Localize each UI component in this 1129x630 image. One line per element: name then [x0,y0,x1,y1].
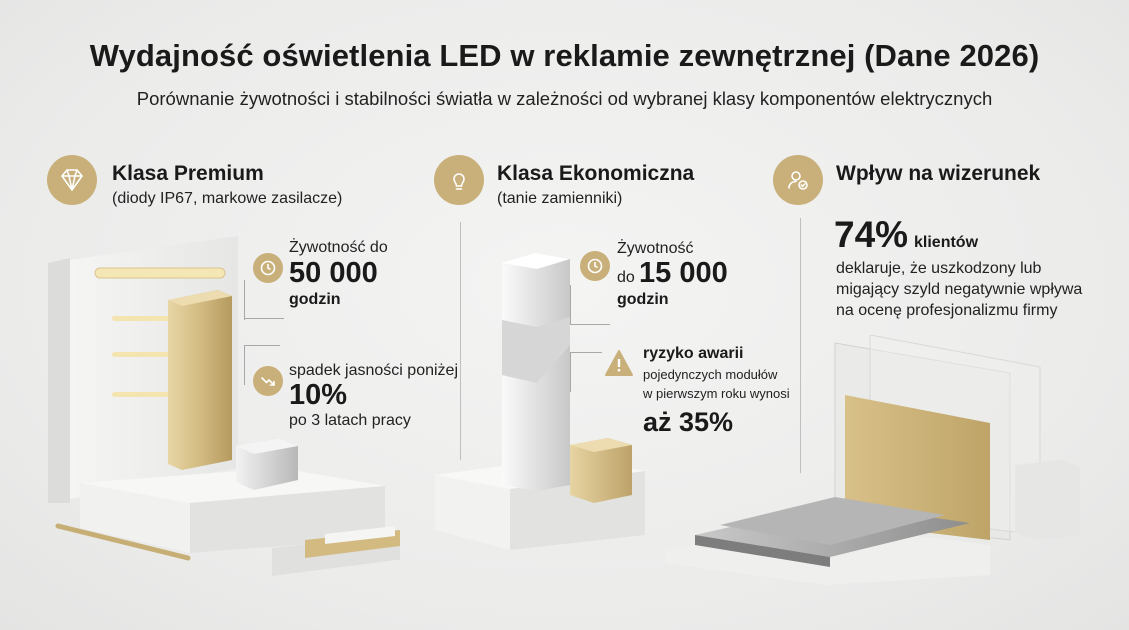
trend-down-icon [253,366,283,396]
clock-icon [580,251,610,281]
user-check-icon [773,155,823,205]
economy-heading: Klasa Ekonomiczna [497,162,695,185]
economy-risk-line1: pojedynczych modułów [643,367,778,382]
economy-risk-label: ryzyko awarii [643,345,744,362]
economy-subheading: (tanie zamienniki) [497,190,623,207]
lightbulb-icon [434,155,484,205]
diamond-icon [47,155,97,205]
image-description: deklaruje, że uszkodzony lub migający sz… [836,258,1082,321]
image-description-line: deklaruje, że uszkodzony lub [836,260,1042,277]
premium-heading: Klasa Premium [112,162,264,185]
image-illustration [665,335,1080,585]
page-subtitle: Porównanie żywotności i stabilności świa… [136,88,993,109]
premium-lifetime-unit: godzin [289,291,341,308]
premium-brightness-note: po 3 latach pracy [289,412,411,429]
column-divider [460,222,461,460]
economy-lifetime-label: Żywotność [617,240,694,257]
premium-subheading: (diody IP67, markowe zasilacze) [112,190,343,207]
warning-icon [604,349,634,382]
economy-illustration [435,253,645,550]
image-percent-label: klientów [914,234,979,251]
premium-illustration [48,236,400,576]
image-description-line: migający szyld negatywnie wpływa [836,281,1083,298]
economy-lifetime-prefix: do [617,269,635,286]
premium-brightness-label: spadek jasności poniżej [289,362,458,379]
clock-icon [253,253,283,283]
image-description-line: na ocenę profesjonalizmu firmy [836,302,1058,319]
column-divider [800,218,801,473]
premium-lifetime-value: 50 000 [289,257,378,289]
economy-lifetime-value: 15 000 [639,257,728,289]
premium-lifetime-label: Żywotność do [289,239,388,256]
economy-risk-line2: w pierwszym roku wynosi [643,386,790,401]
image-percent: 74% [834,214,909,255]
page-title: Wydajność oświetlenia LED w reklamie zew… [89,38,1040,73]
economy-lifetime-unit: godzin [617,291,669,308]
premium-brightness-value: 10% [289,379,348,411]
economy-risk-value: aż 35% [643,407,734,437]
image-heading: Wpływ na wizerunek [836,162,1041,185]
